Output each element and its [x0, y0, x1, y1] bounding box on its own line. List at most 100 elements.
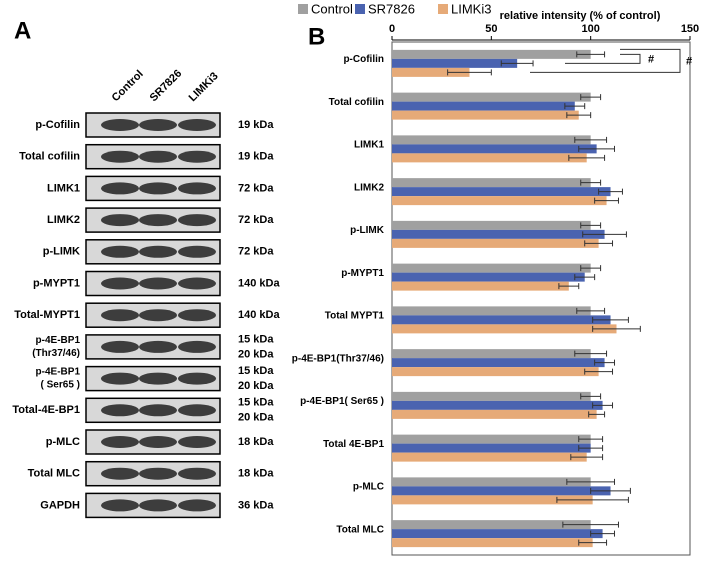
error-bar: [580, 265, 602, 272]
bar: [392, 229, 605, 239]
row-label: Total-MYPT1: [14, 309, 80, 321]
band: [139, 436, 177, 448]
row-label: p-MYPT1: [33, 277, 80, 289]
error-bar: [580, 393, 602, 400]
band: [101, 467, 139, 480]
error-bar: [574, 274, 596, 281]
category-label: p-Cofilin: [343, 54, 384, 65]
error-bar: [578, 445, 604, 452]
bracket: [530, 48, 681, 73]
bar: [392, 58, 518, 68]
band: [101, 499, 139, 512]
bar: [392, 92, 591, 102]
error-bar: [592, 402, 614, 409]
category-label: p-4E-BP1( Ser65 ): [300, 396, 384, 407]
error-bar: [580, 94, 602, 101]
band: [178, 119, 216, 131]
error-bar: [576, 51, 606, 58]
bracket: [565, 53, 641, 64]
error-bar: [584, 240, 614, 247]
error-bar: [590, 530, 616, 537]
kda-label: 20 kDa: [238, 412, 274, 424]
kda-label: 72 kDa: [238, 214, 274, 226]
row-label: p-4E-BP1: [36, 335, 81, 346]
bar: [392, 495, 593, 505]
band: [139, 340, 177, 353]
error-bar: [574, 350, 608, 357]
axis-title: relative intensity (% of control): [500, 10, 661, 22]
plot-frame: [391, 41, 691, 556]
bar: [392, 144, 597, 154]
error-bar: [558, 283, 580, 290]
bar: [392, 101, 575, 111]
kda-label: 18 kDa: [238, 436, 274, 448]
band: [178, 150, 216, 163]
x-tick-label: 100: [581, 23, 599, 35]
bar: [392, 367, 599, 377]
bar: [392, 49, 591, 59]
bar: [392, 452, 587, 462]
error-bar: [564, 103, 586, 110]
error-bar: [598, 188, 623, 195]
band: [139, 404, 177, 417]
annotation: #: [648, 53, 654, 65]
row-label: Total cofilin: [19, 151, 80, 163]
bar: [392, 520, 591, 530]
error-bar: [592, 316, 629, 323]
band: [101, 309, 139, 322]
bar: [392, 315, 611, 325]
band: [101, 214, 139, 227]
category-label: p-MYPT1: [341, 268, 384, 279]
bar: [392, 391, 591, 401]
band: [139, 182, 177, 195]
lane-label: LIMKi3: [187, 70, 221, 104]
category-label: Total MLC: [336, 524, 384, 535]
band: [139, 499, 177, 512]
error-bar: [594, 359, 616, 366]
bar: [392, 324, 617, 334]
band: [101, 182, 139, 195]
error-bar: [594, 197, 619, 204]
legend-swatch: [298, 4, 308, 14]
row-label: ( Ser65 ): [41, 380, 80, 391]
band: [178, 309, 216, 322]
band: [101, 340, 139, 353]
band: [139, 309, 177, 322]
kda-label: 140 kDa: [238, 309, 280, 321]
bar: [392, 477, 591, 487]
bar: [392, 281, 569, 291]
band: [139, 467, 177, 480]
error-bar: [580, 179, 602, 186]
band: [101, 150, 139, 163]
category-label: LIMK1: [354, 140, 384, 151]
error-bar: [576, 307, 606, 314]
band: [178, 436, 216, 448]
row-label: p-Cofilin: [35, 119, 80, 131]
panel-label: B: [308, 23, 325, 50]
band: [178, 404, 216, 417]
band: [139, 150, 177, 163]
band: [139, 119, 177, 131]
band: [101, 245, 139, 258]
x-tick-label: 50: [485, 23, 497, 35]
panel-label: A: [14, 17, 31, 44]
error-bar: [500, 60, 534, 67]
bar: [392, 220, 591, 230]
kda-label: 15 kDa: [238, 397, 274, 409]
x-tick-label: 150: [681, 23, 699, 35]
band: [178, 182, 216, 195]
kda-label: 20 kDa: [238, 348, 274, 360]
bar: [392, 238, 599, 248]
band: [101, 404, 139, 417]
error-bar: [566, 478, 616, 485]
kda-label: 36 kDa: [238, 499, 274, 511]
bar: [392, 187, 611, 197]
band: [178, 245, 216, 258]
bar: [392, 529, 603, 539]
bar: [392, 358, 605, 368]
band: [178, 372, 216, 385]
row-label: p-MLC: [46, 436, 80, 448]
bar: [392, 409, 597, 419]
row-label: LIMK2: [47, 214, 80, 226]
